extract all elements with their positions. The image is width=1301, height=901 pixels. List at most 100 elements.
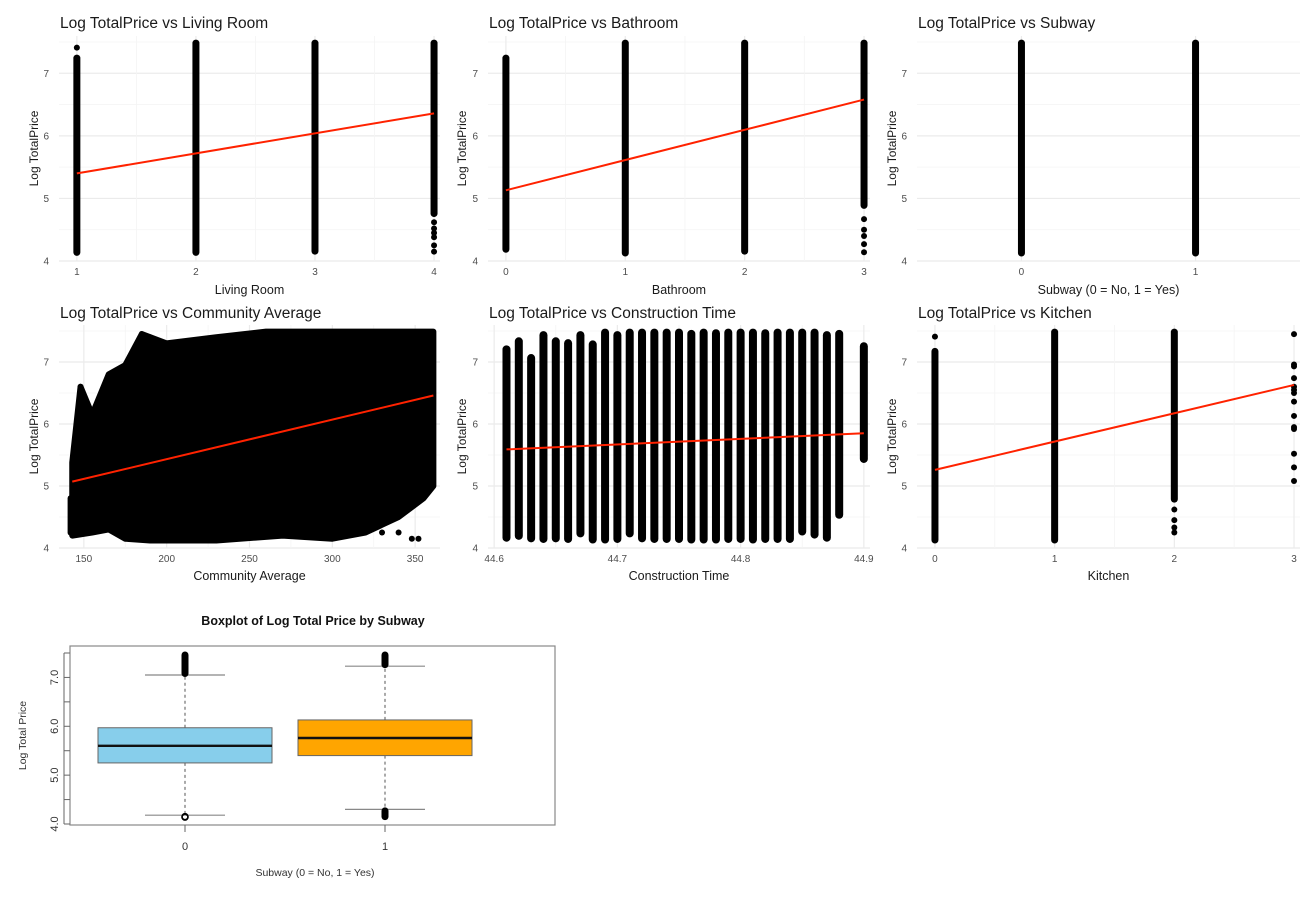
point-column [502,54,510,253]
chart-title: Log TotalPrice vs Living Room [60,15,268,32]
point-column [576,331,585,538]
point-column [73,54,81,256]
point-column [1192,39,1200,257]
chart-title: Log TotalPrice vs Subway [918,15,1095,32]
point-column [1170,328,1178,503]
scatter-panel-construction-time: Log TotalPrice vs Construction Time 4 5 6 7 4… [455,305,874,583]
x-tick-label: 44.7 [608,554,628,565]
regression-line [506,432,864,451]
y-axis-label: Log TotalPrice [885,110,899,186]
x-tick-label: 44.8 [731,554,751,565]
data-point [431,248,438,255]
y-tick-label: 7 [43,358,49,369]
y-axis-label: Log TotalPrice [27,398,41,474]
y-tick-label: 5 [43,482,49,493]
y-tick-label: 5.0 [49,767,61,782]
point-column [502,345,511,542]
x-tick-label: 0 [503,267,509,278]
y-tick-label: 6 [901,420,907,431]
point-column [699,328,708,544]
y-tick-label: 4 [901,257,907,268]
point-column [835,329,844,519]
grid [488,36,870,262]
data-point [395,529,402,536]
box-0 [97,651,273,821]
y-tick-label: 5 [472,482,478,493]
y-tick-label: 6 [43,420,49,431]
point-column [311,39,319,255]
x-tick-label: 0 [1019,267,1025,278]
data-point [1291,375,1298,382]
point-column [687,329,696,544]
x-tick-label: 1 [623,267,629,278]
point-column [650,328,659,543]
y-tick-label: 6.0 [49,719,61,734]
chart-title: Log TotalPrice vs Construction Time [489,305,736,322]
x-tick-label: 200 [158,554,175,565]
x-tick-label: 1 [382,841,388,853]
y-tick-label: 6 [901,131,907,142]
data-point [931,333,938,340]
data-point [408,535,415,542]
x-tick-label: 0 [182,841,188,853]
x-tick-label: 44.9 [854,554,874,565]
point-column [551,337,560,543]
point-column [601,328,610,544]
y-tick-label: 4.0 [49,816,61,831]
x-tick-label: 44.6 [484,554,504,565]
data-point [1291,478,1298,485]
point-column [1017,39,1025,257]
data-point [379,529,386,536]
point-column [860,39,868,209]
x-tick-label: 1 [1193,267,1199,278]
point-column [67,495,74,536]
data-point [415,535,422,542]
x-tick-label: 300 [324,554,341,565]
data-point [861,226,868,233]
grid [59,36,440,262]
x-axis-label: Kitchen [1088,569,1130,583]
y-tick-label: 5 [901,194,907,205]
point-column [711,329,720,544]
y-tick-label: 5 [901,482,907,493]
point-column [741,39,749,255]
chart-title: Log TotalPrice vs Kitchen [918,305,1092,322]
grid [917,325,1300,549]
x-tick-label: 350 [407,554,424,565]
x-tick-label: 250 [241,554,258,565]
chart-title: Log TotalPrice vs Bathroom [489,15,678,32]
x-tick-label: 3 [312,267,318,278]
data-point [431,242,438,249]
x-tick-label: 2 [193,267,199,278]
x-tick-label: 2 [742,267,748,278]
y-axis-label: Log TotalPrice [885,398,899,474]
point-column [564,339,573,543]
points [502,39,868,257]
x-tick-label: 4 [431,267,437,278]
points [67,328,437,544]
x-axis-label: Bathroom [652,283,706,297]
outliers-high [381,651,389,669]
point-column [822,331,831,542]
point-column [514,337,523,540]
data-point [1291,390,1298,396]
y-axis-label: Log TotalPrice [455,398,469,474]
data-point [80,402,87,409]
data-point [431,219,438,226]
data-point [861,241,868,248]
x-axis-label: Subway (0 = No, 1 = Yes) [255,867,374,879]
point-column [1051,328,1059,544]
data-point [1291,425,1298,432]
data-point [138,331,145,338]
y-axis-label: Log TotalPrice [27,110,41,186]
point-column [859,342,868,463]
point-column [430,39,438,218]
scatter-panel-community-average: Log TotalPrice vs Community Average 4 5 6 7 1… [27,305,440,583]
x-tick-label: 1 [74,267,80,278]
x-axis-label: Community Average [193,569,305,583]
y-tick-label: 6 [43,131,49,142]
y-axis-label: Log Total Price [17,701,29,770]
x-tick-label: 1 [1052,554,1058,565]
point-column [810,328,819,539]
